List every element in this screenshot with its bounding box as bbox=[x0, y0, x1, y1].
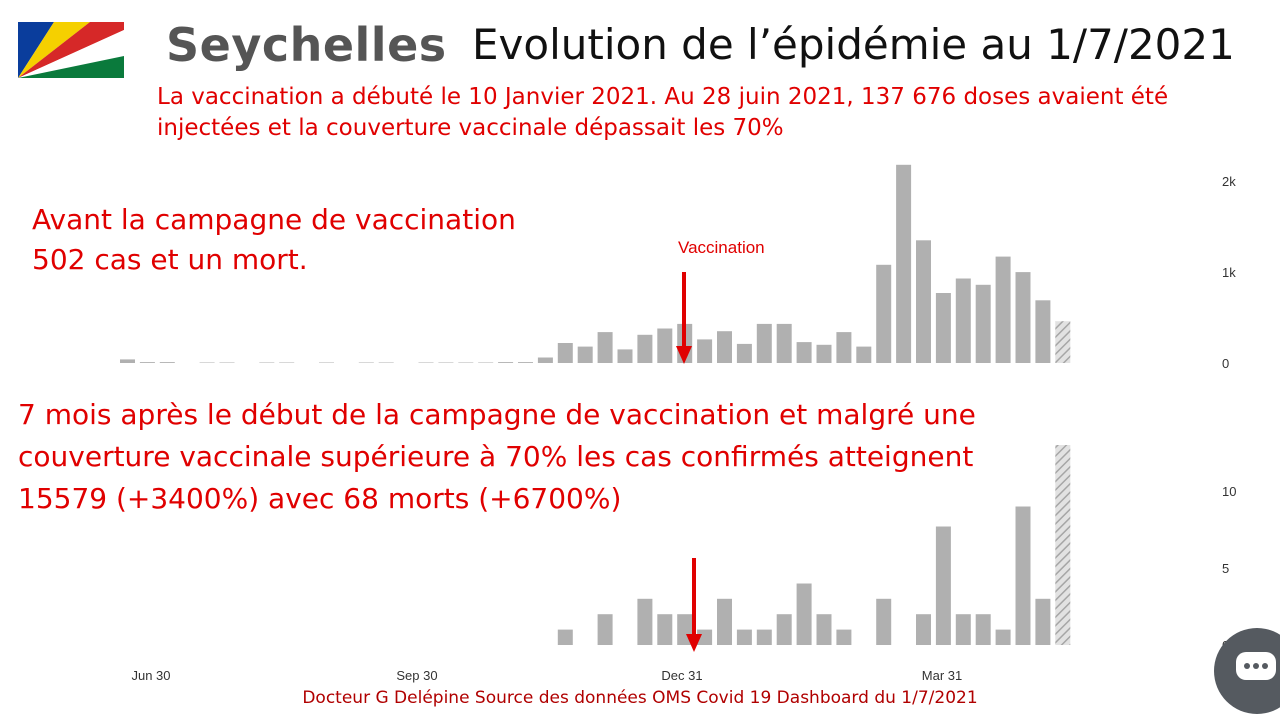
case-bar bbox=[418, 362, 434, 363]
after-line-2: couverture vaccinale supérieure à 70% le… bbox=[18, 440, 974, 473]
cases-y-axis: 0 1k 2k bbox=[1222, 174, 1236, 371]
vaccination-arrow bbox=[676, 272, 692, 364]
after-line-3: 15579 (+3400%) avec 68 morts (+6700%) bbox=[18, 482, 622, 515]
death-bar bbox=[697, 629, 713, 645]
case-bar bbox=[159, 362, 175, 363]
vaccination-arrow-2 bbox=[686, 558, 702, 652]
y-tick-label: 5 bbox=[1222, 561, 1229, 576]
case-bar bbox=[279, 362, 295, 363]
death-bar bbox=[756, 629, 772, 645]
case-bar bbox=[458, 362, 474, 363]
case-bar bbox=[597, 332, 613, 363]
case-bar bbox=[995, 256, 1011, 363]
case-bar bbox=[657, 328, 673, 363]
x-tick-label: Mar 31 bbox=[922, 668, 962, 683]
case-bar bbox=[358, 362, 374, 363]
case-bar bbox=[975, 284, 991, 363]
case-bar bbox=[1035, 300, 1051, 363]
case-bar bbox=[876, 264, 892, 363]
case-bar bbox=[120, 359, 135, 363]
case-bar bbox=[219, 362, 235, 363]
death-bar bbox=[995, 629, 1011, 645]
intro-text: La vaccination a débuté le 10 Janvier 20… bbox=[157, 84, 1169, 141]
y-tick-label: 2k bbox=[1222, 174, 1236, 189]
case-bar bbox=[677, 323, 693, 363]
case-bar bbox=[478, 362, 494, 363]
case-bar bbox=[856, 346, 872, 363]
case-bar bbox=[637, 334, 653, 363]
vaccination-label: Vaccination bbox=[678, 238, 765, 257]
death-bar bbox=[916, 614, 931, 645]
case-bar bbox=[438, 362, 454, 363]
case-bar bbox=[935, 293, 951, 363]
death-bar bbox=[975, 614, 991, 645]
y-tick-label: 10 bbox=[1222, 484, 1236, 499]
case-bar bbox=[836, 332, 852, 363]
after-vaccination-text: 7 mois après le début de la campagne de … bbox=[18, 394, 1078, 520]
deaths-y-axis: 0510 bbox=[1222, 484, 1236, 653]
case-bar bbox=[896, 164, 912, 363]
case-bar bbox=[916, 240, 931, 363]
death-bar bbox=[597, 614, 613, 645]
x-tick-label: Jun 30 bbox=[131, 668, 170, 683]
death-bar bbox=[836, 629, 852, 645]
death-bar bbox=[796, 583, 812, 645]
case-bar bbox=[1015, 272, 1031, 363]
death-bar bbox=[816, 614, 832, 645]
death-bar bbox=[717, 598, 732, 645]
case-bar bbox=[139, 362, 155, 363]
case-bar bbox=[796, 342, 812, 363]
case-bar bbox=[617, 349, 633, 363]
case-bar bbox=[498, 362, 514, 363]
footer-source: Docteur G Delépine Source des données OM… bbox=[302, 688, 978, 708]
before-vaccination-text: Avant la campagne de vaccination 502 cas… bbox=[32, 200, 592, 280]
case-bar bbox=[717, 331, 732, 363]
y-tick-label: 1k bbox=[1222, 265, 1236, 280]
death-bar bbox=[955, 614, 971, 645]
after-line-1: 7 mois après le début de la campagne de … bbox=[18, 398, 976, 431]
case-bar bbox=[199, 362, 215, 363]
death-bar bbox=[657, 614, 673, 645]
case-bar bbox=[697, 339, 713, 363]
case-bar bbox=[955, 278, 971, 363]
page-title: Evolution de l’épidémie au 1/7/2021 bbox=[472, 20, 1235, 69]
case-bar bbox=[776, 323, 792, 363]
death-bar bbox=[557, 629, 573, 645]
chat-icon bbox=[1236, 652, 1276, 680]
before-line-2: 502 cas et un mort. bbox=[32, 243, 308, 276]
x-tick-label: Sep 30 bbox=[396, 668, 437, 683]
case-bar bbox=[557, 343, 573, 363]
case-bar bbox=[577, 346, 593, 363]
y-tick-label: 0 bbox=[1222, 356, 1229, 371]
case-bar bbox=[518, 362, 533, 363]
case-bar bbox=[816, 344, 832, 363]
death-bar bbox=[736, 629, 752, 645]
country-title: Seychelles bbox=[166, 18, 447, 72]
death-bar bbox=[637, 598, 653, 645]
case-bar bbox=[378, 362, 394, 363]
x-axis: Jun 30 Sep 30 Dec 31 Mar 31 bbox=[131, 668, 962, 683]
case-bar bbox=[259, 362, 275, 363]
death-bar bbox=[935, 526, 951, 645]
case-bar bbox=[1055, 321, 1071, 363]
case-bar bbox=[319, 362, 334, 363]
death-bar bbox=[1035, 598, 1051, 645]
death-bar bbox=[1015, 506, 1031, 645]
death-bar bbox=[776, 614, 792, 645]
x-tick-label: Dec 31 bbox=[661, 668, 702, 683]
before-line-1: Avant la campagne de vaccination bbox=[32, 203, 516, 236]
case-bar bbox=[756, 323, 772, 363]
death-bar bbox=[677, 614, 693, 645]
seychelles-flag-logo bbox=[18, 22, 124, 78]
case-bar bbox=[736, 343, 752, 363]
case-bar bbox=[537, 357, 553, 363]
death-bar bbox=[876, 598, 892, 645]
